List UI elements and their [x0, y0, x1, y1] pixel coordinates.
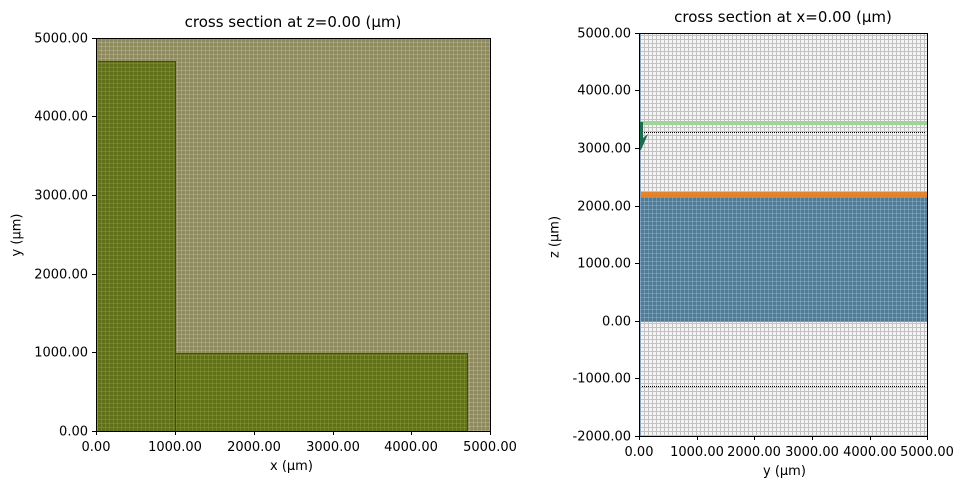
- left-y-axis-label: y (µm): [9, 213, 25, 257]
- x-tick-label: 2000.00: [727, 445, 781, 460]
- left-edge-boundary: [97, 39, 98, 431]
- right-plot-title: cross section at x=0.00 (µm): [674, 8, 892, 26]
- right-x-axis-label: y (µm): [763, 464, 806, 479]
- x-tick: [697, 436, 698, 440]
- y-tick: [635, 263, 639, 264]
- x-tick: [812, 436, 813, 440]
- y-tick-label: 4000.00: [577, 83, 631, 99]
- y-tick: [635, 206, 639, 207]
- y-tick-label: 2000.00: [577, 199, 631, 215]
- left-plot-axes: [96, 38, 491, 432]
- y-tick: [635, 90, 639, 91]
- y-tick-label: 5000.00: [34, 31, 88, 47]
- right-plot-axes: [639, 33, 928, 437]
- x-tick: [754, 436, 755, 440]
- y-tick: [635, 436, 639, 437]
- x-tick-label: 5000.00: [900, 445, 954, 460]
- monitor-band: [640, 121, 927, 125]
- source-arrow-icon: [640, 122, 648, 150]
- vertical-arm-structure: [97, 61, 176, 431]
- lower-dotted-line: [640, 386, 925, 387]
- y-tick-label: -2000.00: [572, 429, 631, 445]
- x-tick: [333, 431, 334, 435]
- y-tick-label: 3000.00: [34, 188, 88, 204]
- x-tick: [927, 436, 928, 440]
- x-tick: [254, 431, 255, 435]
- left-edge-boundary: [640, 34, 641, 436]
- substrate-slab: [640, 197, 927, 322]
- y-tick: [92, 195, 96, 196]
- x-tick-label: 3000.00: [306, 440, 360, 455]
- left-plot-title: cross section at z=0.00 (µm): [184, 13, 402, 31]
- x-tick-label: 0.00: [81, 440, 111, 455]
- y-tick-label: 0.00: [59, 424, 88, 440]
- y-tick-label: 4000.00: [34, 109, 88, 125]
- y-tick: [635, 33, 639, 34]
- x-tick-label: 2000.00: [227, 440, 281, 455]
- y-tick-label: 5000.00: [577, 26, 631, 42]
- y-tick: [92, 38, 96, 39]
- upper-dotted-line: [640, 132, 925, 133]
- interface-layer: [640, 192, 927, 197]
- y-tick: [92, 116, 96, 117]
- x-tick-label: 1000.00: [148, 440, 202, 455]
- left-x-axis-label: x (µm): [270, 459, 313, 474]
- y-tick: [635, 378, 639, 379]
- y-tick: [92, 431, 96, 432]
- x-tick: [870, 436, 871, 440]
- x-tick-label: 1000.00: [670, 445, 724, 460]
- y-tick: [635, 321, 639, 322]
- x-tick: [175, 431, 176, 435]
- y-tick-label: 3000.00: [577, 141, 631, 157]
- y-tick-label: 1000.00: [577, 256, 631, 272]
- right-y-axis-label: z (µm): [547, 215, 563, 259]
- y-tick-label: 1000.00: [34, 345, 88, 361]
- y-tick: [92, 352, 96, 353]
- x-tick: [490, 431, 491, 435]
- x-tick: [639, 436, 640, 440]
- x-tick-label: 5000.00: [463, 440, 517, 455]
- y-tick: [92, 274, 96, 275]
- x-tick-label: 4000.00: [384, 440, 438, 455]
- y-tick-label: -1000.00: [572, 371, 631, 387]
- x-tick: [96, 431, 97, 435]
- x-tick: [411, 431, 412, 435]
- x-tick-label: 3000.00: [785, 445, 839, 460]
- horizontal-arm-structure: [175, 353, 468, 431]
- y-tick: [635, 148, 639, 149]
- x-tick-label: 0.00: [624, 445, 654, 460]
- x-tick-label: 4000.00: [843, 445, 897, 460]
- y-tick-label: 2000.00: [34, 267, 88, 283]
- y-tick-label: 0.00: [602, 314, 631, 330]
